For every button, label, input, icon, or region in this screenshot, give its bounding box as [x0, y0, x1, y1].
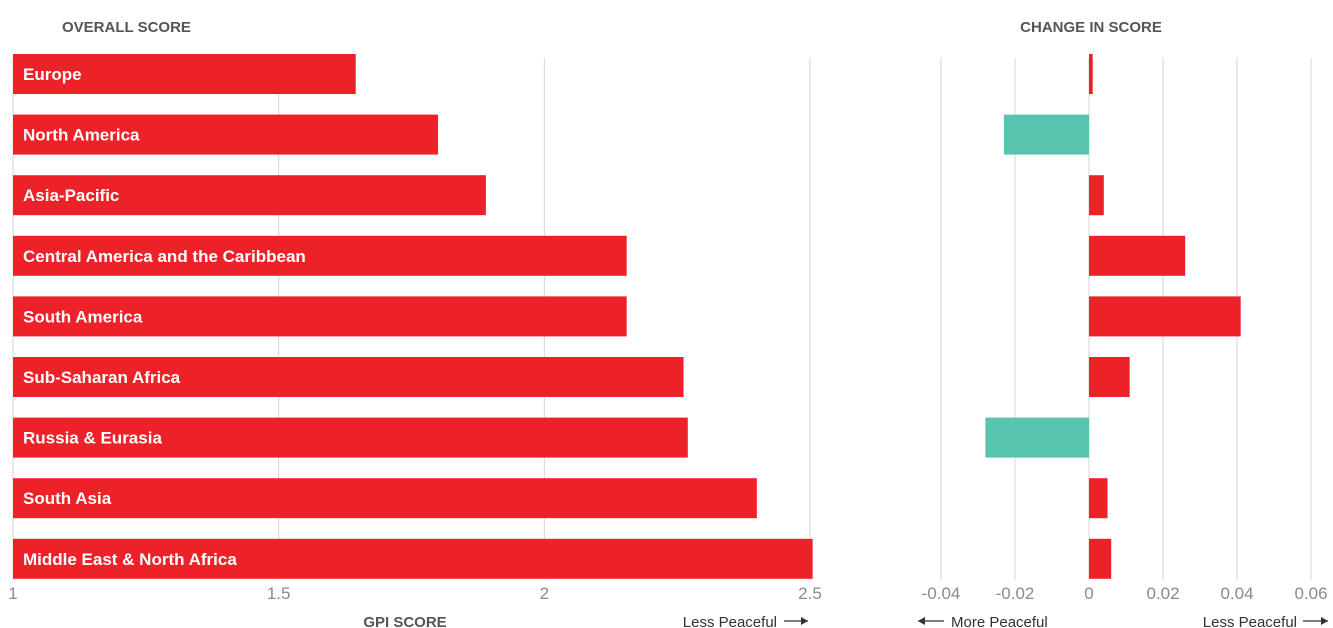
overall-score-bar-europe — [13, 54, 356, 94]
overall-score-tick-1-5: 1.5 — [267, 584, 291, 603]
overall-score-bar-asia-pacific — [13, 175, 486, 216]
overall-score-bar-sub-saharan-africa — [13, 357, 684, 397]
right-arrow-icon — [1303, 617, 1328, 625]
change-in-score-tick-labels: -0.04 -0.02 0 0.02 0.04 0.06 — [922, 584, 1328, 603]
left-arrow-icon — [918, 617, 944, 625]
change-score-bar-middle-east-and-north-africa — [1089, 538, 1112, 579]
change-score-tick-0-02: 0.02 — [1146, 584, 1179, 603]
overall-score-bar-north-america — [13, 114, 439, 155]
bar-label-north-america: North America — [23, 126, 140, 145]
right-arrow-icon — [784, 617, 808, 625]
right-less-peaceful-indicator: Less Peaceful — [1203, 614, 1328, 628]
change-score-tick-0-04: 0.04 — [1220, 584, 1253, 603]
change-score-bar-sub-saharan-africa — [1089, 357, 1130, 397]
change-score-bar-europe — [1089, 54, 1093, 94]
change-score-tick-0-02: -0.02 — [996, 584, 1035, 603]
change-score-bar-north-america — [1003, 114, 1089, 155]
change-score-bar-asia-pacific — [1089, 175, 1104, 216]
bar-label-middle-east-and-north-africa: Middle East & North Africa — [23, 550, 237, 569]
bar-label-asia-pacific: Asia-Pacific — [23, 186, 119, 205]
overall-score-bars — [13, 54, 813, 579]
overall-score-bar-south-america — [13, 296, 627, 337]
gpi-score-axis-title: GPI SCORE — [363, 614, 446, 628]
bar-label-europe: Europe — [23, 65, 82, 84]
left-less-peaceful-label: Less Peaceful — [683, 614, 777, 628]
more-peaceful-label: More Peaceful — [951, 614, 1048, 628]
overall-score-panel: OVERALL SCORE Europe North America Asia-Pa… — [8, 19, 822, 628]
overall-score-tick-1: 1 — [8, 584, 17, 603]
change-score-bar-south-asia — [1089, 478, 1108, 519]
change-score-bar-central-america-and-the-caribbean — [1089, 235, 1186, 276]
overall-score-bar-labels: Europe North America Asia-Pacific Central A… — [23, 65, 306, 569]
overall-score-bar-south-asia — [13, 478, 757, 519]
overall-score-title: OVERALL SCORE — [62, 19, 191, 36]
left-less-peaceful-indicator: Less Peaceful — [683, 614, 808, 628]
change-score-bar-south-america — [1089, 296, 1241, 337]
right-less-peaceful-label: Less Peaceful — [1203, 614, 1297, 628]
change-score-bar-russia-and-eurasia — [985, 417, 1089, 458]
overall-score-tick-2-5: 2.5 — [798, 584, 822, 603]
change-score-tick-0-04: -0.04 — [922, 584, 961, 603]
overall-score-bar-middle-east-and-north-africa — [13, 538, 813, 579]
bar-label-central-america-and-the-caribbean: Central America and the Caribbean — [23, 247, 306, 266]
change-in-score-bars — [985, 54, 1241, 579]
change-in-score-title: CHANGE IN SCORE — [1020, 19, 1162, 36]
change-score-tick-0-06: 0.06 — [1294, 584, 1327, 603]
overall-score-bar-central-america-and-the-caribbean — [13, 235, 627, 276]
overall-score-tick-2: 2 — [540, 584, 549, 603]
bar-label-south-asia: South Asia — [23, 489, 112, 508]
bar-label-sub-saharan-africa: Sub-Saharan Africa — [23, 368, 181, 387]
overall-score-bar-russia-and-eurasia — [13, 417, 688, 458]
change-in-score-panel: CHANGE IN SCORE -0.04 -0.02 0 0.02 0.04 0.06 … — [918, 19, 1328, 628]
overall-score-tick-labels: 1 1.5 2 2.5 — [8, 584, 822, 603]
more-peaceful-indicator: More Peaceful — [918, 614, 1048, 628]
bar-label-south-america: South America — [23, 307, 143, 326]
change-score-tick-0: 0 — [1084, 584, 1093, 603]
bar-label-russia-and-eurasia: Russia & Eurasia — [23, 429, 162, 448]
